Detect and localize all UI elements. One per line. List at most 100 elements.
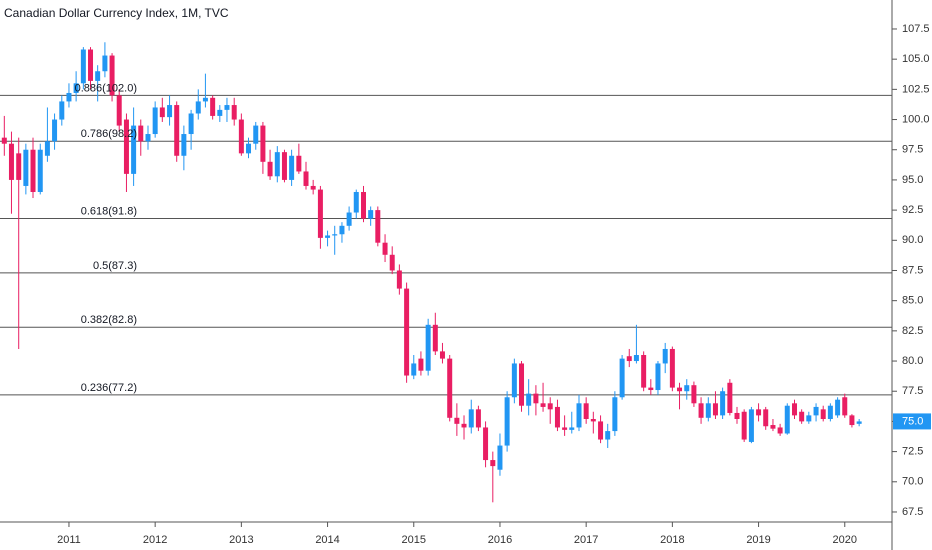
candle-body [605, 431, 611, 440]
candle-body [677, 387, 683, 392]
candle-body [66, 92, 72, 102]
candle-body [784, 405, 790, 434]
candle-body [253, 125, 259, 144]
candle-body [375, 210, 381, 243]
candle-body [662, 348, 668, 364]
candle-body [418, 358, 424, 371]
candle-body [274, 152, 280, 177]
last-price-label: 75.0 [902, 415, 923, 427]
y-tick-label: 85.0 [902, 295, 923, 307]
candles [1, 42, 862, 503]
candle-body [777, 427, 783, 434]
candle-body [669, 348, 675, 388]
candle-body [497, 445, 503, 470]
candle-body [174, 105, 180, 156]
candle-body [339, 225, 345, 235]
candle-body [741, 411, 747, 440]
candle-body [411, 363, 417, 376]
candle-body [16, 153, 22, 180]
candle-body [727, 382, 733, 413]
level-label: 0.5(87.3) [93, 260, 137, 272]
y-tick-label: 92.5 [902, 204, 923, 216]
candle-body [569, 427, 575, 430]
candle-body [598, 421, 604, 440]
candle-body [547, 403, 553, 410]
candle-body [447, 358, 453, 418]
candle-body [188, 113, 194, 135]
candle-body [102, 55, 108, 72]
y-tick-label: 67.5 [902, 506, 923, 518]
level-label: 0.786(98.2) [81, 128, 137, 140]
x-tick-label: 2016 [488, 534, 512, 546]
candle-body [820, 409, 826, 420]
candle-body [576, 403, 582, 428]
candle-body [842, 397, 848, 416]
y-tick-label: 70.0 [902, 476, 923, 488]
candle-body [152, 107, 158, 135]
candle-body [52, 119, 58, 142]
candle-body [267, 161, 273, 177]
candle-body [813, 406, 819, 416]
candle-body [626, 356, 632, 362]
x-tick-label: 2011 [57, 534, 81, 546]
candle-body [856, 421, 862, 424]
candle-body [238, 119, 244, 154]
candle-body [310, 185, 316, 190]
level-label: 0.886(102.0) [75, 82, 137, 94]
candle-body [44, 141, 50, 156]
candle-body [827, 405, 833, 420]
candle-body [734, 412, 740, 420]
candle-body [202, 97, 208, 102]
candle-body [224, 105, 230, 110]
x-tick-label: 2012 [143, 534, 167, 546]
y-tick-label: 95.0 [902, 174, 923, 186]
candle-body [511, 363, 517, 398]
candle-body [1, 137, 7, 144]
candle-body [540, 403, 546, 407]
candle-body [641, 355, 647, 388]
candle-body [346, 212, 352, 226]
y-tick-label: 87.5 [902, 264, 923, 276]
candle-body [756, 409, 762, 416]
candle-body [432, 324, 438, 352]
candle-body [361, 191, 367, 219]
candle-body [260, 125, 266, 162]
candle-body [404, 288, 410, 376]
x-tick-label: 2013 [229, 534, 253, 546]
candle-body [80, 49, 86, 84]
candle-body [439, 351, 445, 359]
candle-body [633, 355, 639, 362]
candle-body [396, 270, 402, 289]
candle-body [382, 242, 388, 255]
candle-body [806, 415, 812, 422]
candle-body [332, 234, 338, 236]
level-label: 0.236(77.2) [81, 382, 137, 394]
candle-body [88, 49, 94, 81]
y-tick-label: 77.5 [902, 385, 923, 397]
x-tick-label: 2020 [833, 534, 857, 546]
y-tick-label: 100.0 [902, 113, 930, 125]
candle-body [368, 210, 374, 219]
candle-body [217, 109, 223, 116]
candle-body [73, 83, 79, 93]
candle-body [30, 149, 36, 192]
candle-body [655, 363, 661, 391]
candle-body [95, 71, 101, 81]
candle-body [116, 95, 122, 126]
candle-body [109, 55, 115, 96]
candle-body [195, 101, 201, 114]
y-tick-label: 72.5 [902, 446, 923, 458]
chart-title: Canadian Dollar Currency Index, 1M, TVC [4, 6, 229, 20]
candle-body [533, 393, 539, 404]
candle-body [461, 423, 467, 428]
candle-body [619, 358, 625, 398]
candle-body [554, 406, 560, 428]
candle-body [475, 409, 481, 428]
candle-body [454, 417, 460, 424]
candle-body [562, 427, 568, 430]
candle-body [590, 419, 596, 422]
candle-body [468, 409, 474, 428]
y-tick-label: 105.0 [902, 53, 930, 65]
candle-body [131, 125, 137, 174]
